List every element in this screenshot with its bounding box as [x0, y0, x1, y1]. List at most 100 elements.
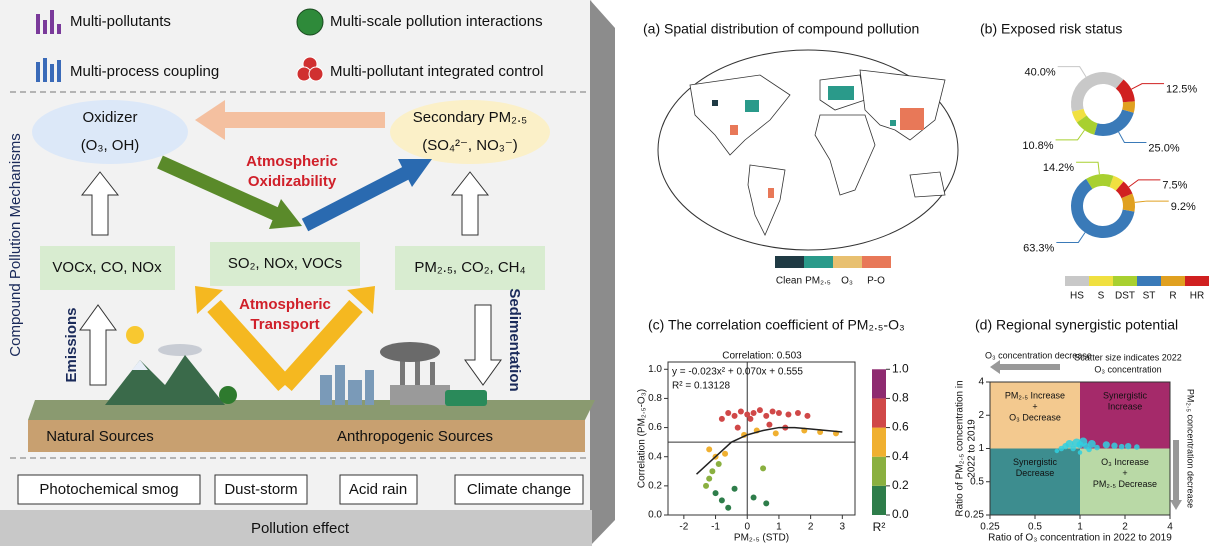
y-tick-label: 0.2 — [648, 480, 662, 491]
scatter-point — [795, 410, 801, 416]
chart-title: (c) The correlation coefficient of PM₂.₅… — [648, 317, 905, 333]
value-label: 12.5% — [1166, 84, 1197, 96]
bubble — [1086, 447, 1092, 453]
transport-label: Atmospheric — [239, 296, 331, 313]
legend-swatch — [1185, 276, 1209, 286]
legend-swatch — [804, 256, 833, 268]
x-tick-label: 1 — [776, 522, 782, 533]
value-label: 40.0% — [1024, 67, 1055, 79]
legend-label: DST — [1115, 291, 1135, 302]
annotation: y = -0.023x² + 0.070x + 0.555 — [672, 367, 803, 378]
oxidizer-title: Oxidizer — [82, 109, 137, 126]
size-note: Scatter size indicates 2022 — [1074, 352, 1182, 362]
donut-segment — [1094, 109, 1134, 136]
x-tick-label: 0 — [744, 522, 750, 533]
x-tick-label: 3 — [840, 522, 846, 533]
legend-label: PM₂.₅ — [805, 276, 831, 287]
leader-line — [1129, 180, 1161, 187]
species-text: VOCx, CO, NOx — [52, 259, 162, 276]
y-tick-label: 0.6 — [648, 422, 662, 433]
bubble — [1134, 444, 1140, 450]
scatter-point — [703, 483, 709, 489]
effect-text: Dust-storm — [224, 481, 297, 498]
legend-label: ST — [1143, 291, 1156, 302]
tree — [219, 386, 237, 404]
x-tick-label: -2 — [679, 522, 688, 533]
scatter-point — [716, 461, 722, 467]
scatter-point — [725, 505, 731, 511]
value-label: 14.2% — [1043, 162, 1074, 174]
scatter-point — [751, 410, 757, 416]
legend-text: Multi-process coupling — [70, 63, 219, 80]
legend-swatch — [775, 256, 804, 268]
scatter-point — [706, 446, 712, 452]
colorbar-title: R² — [873, 520, 886, 534]
colorbar-label: 0.4 — [892, 449, 909, 463]
leader-line — [1056, 130, 1085, 140]
scatter-point — [804, 413, 810, 419]
quadrant-label: PM₂.₅ Decrease — [1093, 479, 1157, 489]
colorbar-label: 0.6 — [892, 420, 909, 434]
y-axis-label: Ratio of PM₂.₅ concentration in — [955, 380, 966, 516]
scatter-point — [732, 486, 738, 492]
figure: Multi-pollutants Multi-scale pollution i… — [0, 0, 1224, 546]
icon-globe — [297, 9, 323, 35]
legend-swatch — [833, 256, 862, 268]
bubble — [1078, 450, 1083, 455]
scatter-point — [706, 476, 712, 482]
transport-label: Transport — [250, 316, 319, 333]
leader-line — [1135, 201, 1169, 202]
leader-line — [1056, 233, 1085, 243]
emissions-label: Emissions — [63, 307, 80, 382]
y-tick-label: 0.25 — [965, 510, 985, 521]
quadrant-label: O₃ Decrease — [1009, 412, 1061, 422]
quadrant-label: PM₂.₅ Increase — [1005, 390, 1065, 400]
quadrant-label: O₃ Increase — [1101, 457, 1149, 467]
x-axis-label: Ratio of O₃ concentration in 2022 to 201… — [988, 533, 1172, 544]
legend-label: O₃ — [841, 276, 853, 287]
leader-line — [1058, 67, 1086, 77]
bubble — [1119, 444, 1125, 450]
bubble — [1125, 443, 1131, 449]
value-label: 7.5% — [1162, 180, 1187, 192]
scatter-point — [738, 409, 744, 415]
oxidizability-label: Oxidizability — [248, 173, 337, 190]
legend-label: HS — [1070, 291, 1084, 302]
scatter-point — [770, 409, 776, 415]
effect-text: Acid rain — [349, 481, 407, 498]
effect-text: Photochemical smog — [39, 481, 178, 498]
donut-segment — [1071, 72, 1124, 112]
legend-swatch — [1089, 276, 1113, 286]
y-tick-label: 2 — [978, 410, 984, 421]
quadrant-label: Increase — [1108, 401, 1143, 411]
bubble — [1094, 445, 1100, 451]
scatter-point — [725, 410, 731, 416]
secondary-species: (SO₄²⁻, NO₃⁻) — [422, 137, 518, 154]
y-tick-label: 0.0 — [648, 510, 662, 521]
scatter-point — [722, 451, 728, 457]
legend-label: Clean — [776, 276, 802, 287]
colorbar-label: 1.0 — [892, 361, 909, 375]
oxidizer-species: (O₃, OH) — [81, 137, 140, 154]
x-tick-label: 0.25 — [980, 522, 1000, 533]
legend-swatch — [862, 256, 891, 268]
scatter-point — [773, 430, 779, 436]
quadrant-label: + — [1122, 468, 1127, 478]
secondary-title: Secondary PM₂.₅ — [413, 109, 527, 126]
quadrant-label: Decrease — [1016, 468, 1055, 478]
bubble — [1055, 449, 1060, 454]
size-note: O₃ concentration — [1094, 364, 1161, 374]
scatter-point — [747, 416, 753, 422]
legend-swatch — [1137, 276, 1161, 286]
annotation: Correlation: 0.503 — [722, 351, 802, 362]
scatter-point — [709, 468, 715, 474]
quadrant-label: Synergistic — [1013, 457, 1058, 467]
source-label: Natural Sources — [46, 428, 154, 445]
colorbar-band — [872, 486, 886, 515]
y-tick-label: 1.0 — [648, 364, 662, 375]
value-label: 63.3% — [1023, 242, 1054, 254]
value-label: 9.2% — [1171, 201, 1196, 213]
colorbar-band — [872, 369, 886, 398]
colorbar-band — [872, 428, 886, 457]
quadrant-label: Synergistic — [1103, 390, 1148, 400]
